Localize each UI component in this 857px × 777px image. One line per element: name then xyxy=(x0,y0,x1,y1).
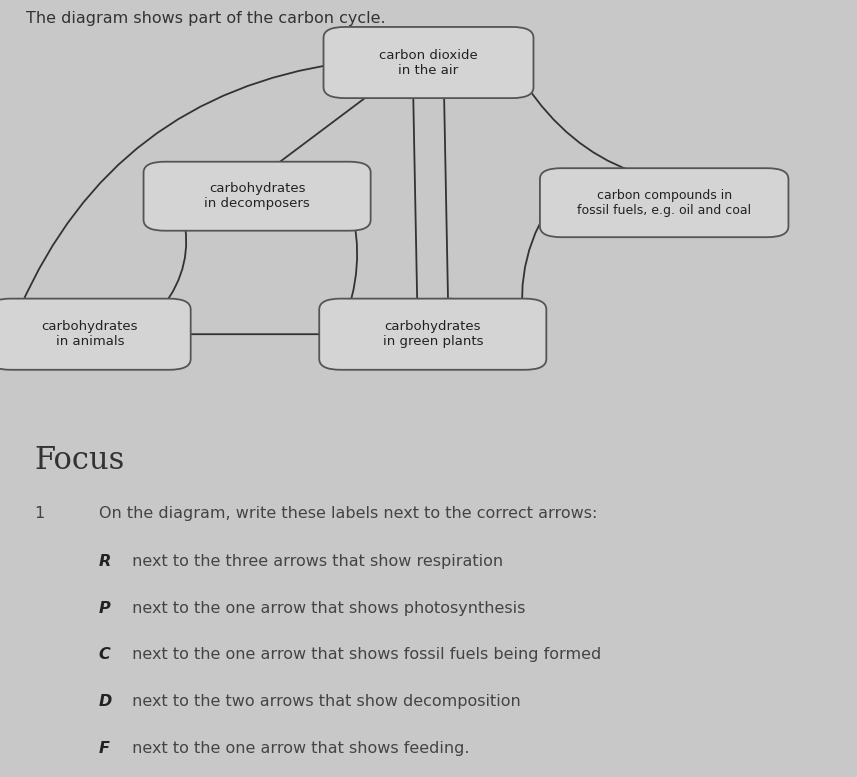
Text: On the diagram, write these labels next to the correct arrows:: On the diagram, write these labels next … xyxy=(99,506,597,521)
Text: carbon dioxide
in the air: carbon dioxide in the air xyxy=(379,48,478,76)
Text: next to the one arrow that shows feeding.: next to the one arrow that shows feeding… xyxy=(127,740,470,756)
Text: carbohydrates
in decomposers: carbohydrates in decomposers xyxy=(204,183,310,211)
Text: F: F xyxy=(99,740,110,756)
Text: D: D xyxy=(99,694,111,709)
FancyBboxPatch shape xyxy=(323,27,533,98)
FancyBboxPatch shape xyxy=(540,168,788,237)
FancyBboxPatch shape xyxy=(319,298,547,370)
Text: C: C xyxy=(99,647,111,662)
Text: next to the two arrows that show decomposition: next to the two arrows that show decompo… xyxy=(127,694,520,709)
Text: carbon compounds in
fossil fuels, e.g. oil and coal: carbon compounds in fossil fuels, e.g. o… xyxy=(577,189,752,217)
Text: carbohydrates
in green plants: carbohydrates in green plants xyxy=(382,320,483,348)
Text: P: P xyxy=(99,601,111,615)
Text: R: R xyxy=(99,554,111,569)
Text: Focus: Focus xyxy=(34,445,124,476)
FancyBboxPatch shape xyxy=(0,298,190,370)
Text: carbohydrates
in animals: carbohydrates in animals xyxy=(42,320,138,348)
Text: The diagram shows part of the carbon cycle.: The diagram shows part of the carbon cyc… xyxy=(26,11,386,26)
FancyBboxPatch shape xyxy=(144,162,370,231)
Text: next to the three arrows that show respiration: next to the three arrows that show respi… xyxy=(127,554,503,569)
Text: next to the one arrow that shows photosynthesis: next to the one arrow that shows photosy… xyxy=(127,601,525,615)
Text: next to the one arrow that shows fossil fuels being formed: next to the one arrow that shows fossil … xyxy=(127,647,601,662)
Text: 1: 1 xyxy=(34,506,45,521)
